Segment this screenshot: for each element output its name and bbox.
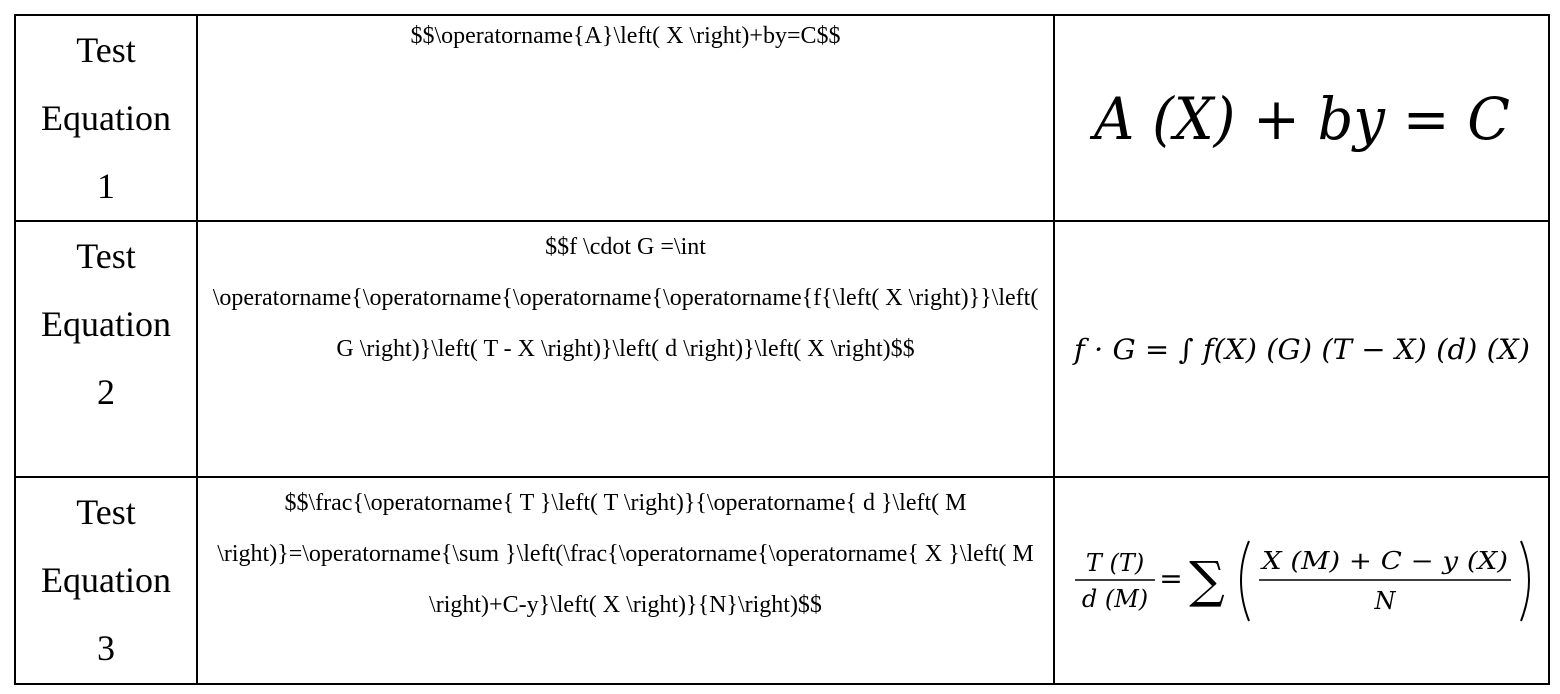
label-line: Equation xyxy=(41,304,171,344)
latex-source-cell: $$\frac{\operatorname{ T }\left( T \righ… xyxy=(196,476,1055,685)
left-paren xyxy=(1239,540,1250,621)
rhs-denominator: N xyxy=(1373,587,1396,615)
label-line: Equation xyxy=(41,560,171,600)
rendered-equation-1: A (X) + by = C xyxy=(1089,85,1510,153)
latex-source-text: $$\operatorname{A}\left( X \right)+by=C$… xyxy=(410,23,841,49)
equation-table: Test Equation 1 $$\operatorname{A}\left(… xyxy=(14,14,1550,685)
label-line: Test xyxy=(76,492,136,532)
label-line: 3 xyxy=(97,628,115,668)
rhs-numerator: X (M) + C − y (X) xyxy=(1259,547,1507,575)
label-line: Test xyxy=(76,236,136,276)
rendered-equation-cell: T (T) d (M) = ∑ X (M) + C − y (X) N xyxy=(1053,476,1550,685)
label-line: 2 xyxy=(97,372,115,412)
latex-source-cell: $$\operatorname{A}\left( X \right)+by=C$… xyxy=(196,14,1055,222)
sum-symbol: ∑ xyxy=(1189,551,1225,609)
equation-label-cell: Test Equation 3 xyxy=(14,476,198,685)
latex-source-text: $$f \cdot G =\int \operatorname{\operato… xyxy=(212,234,1039,362)
label-line: Equation xyxy=(41,98,171,138)
rendered-equation-3: T (T) d (M) = ∑ X (M) + C − y (X) N xyxy=(1074,540,1530,621)
table-row: Test Equation 1 $$\operatorname{A}\left(… xyxy=(14,14,1550,222)
equals-sign: = xyxy=(1159,562,1182,595)
equation-label-cell: Test Equation 2 xyxy=(14,220,198,478)
rendered-equation-cell: A (X) + by = C xyxy=(1053,14,1550,222)
lhs-denominator: d (M) xyxy=(1081,585,1147,613)
label-line: 1 xyxy=(97,166,115,206)
right-paren xyxy=(1519,540,1530,621)
label-line: Test xyxy=(76,30,136,70)
table-row: Test Equation 3 $$\frac{\operatorname{ T… xyxy=(14,476,1550,685)
rendered-equation-cell: f · G = ∫ f(X) (G) (T − X) (d) (X) xyxy=(1053,220,1550,478)
lhs-numerator: T (T) xyxy=(1085,549,1143,577)
equation-label-cell: Test Equation 1 xyxy=(14,14,198,222)
rendered-equation-text: A (X) + by = C xyxy=(1089,85,1510,153)
rendered-equation-2: f · G = ∫ f(X) (G) (T − X) (d) (X) xyxy=(1071,333,1529,366)
latex-source-text: $$\frac{\operatorname{ T }\left( T \righ… xyxy=(217,490,1034,618)
latex-source-cell: $$f \cdot G =\int \operatorname{\operato… xyxy=(196,220,1055,478)
rendered-equation-text: f · G = ∫ f(X) (G) (T − X) (d) (X) xyxy=(1071,333,1529,366)
table-row: Test Equation 2 $$f \cdot G =\int \opera… xyxy=(14,220,1550,478)
